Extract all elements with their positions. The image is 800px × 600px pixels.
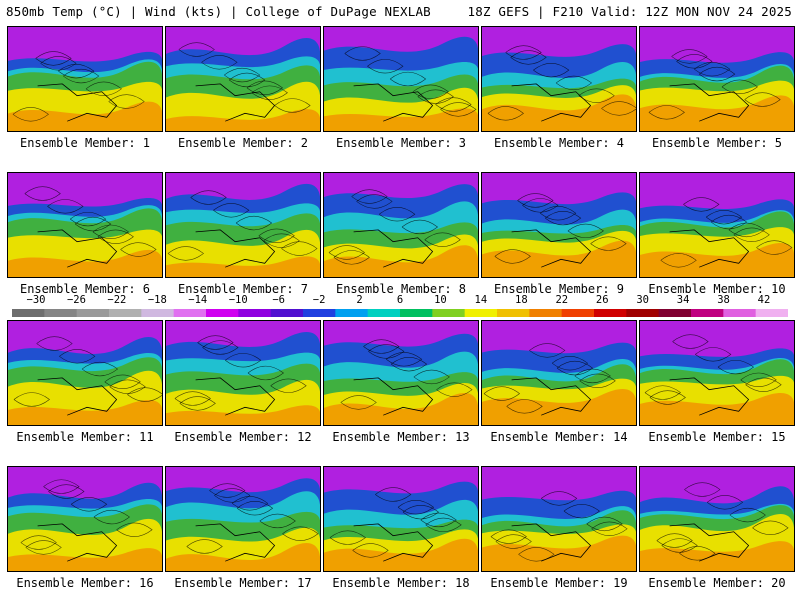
colorbar-swatch — [335, 309, 369, 317]
colorbar-tick-label: −22 — [107, 294, 127, 306]
ensemble-member-map — [7, 26, 163, 132]
colorbar-tick-label: 42 — [757, 294, 771, 306]
colorbar-swatch — [270, 309, 304, 317]
colorbar-swatch — [76, 309, 110, 317]
colorbar-swatch — [723, 309, 757, 317]
ensemble-member-label: Ensemble Member: 19 — [490, 576, 628, 590]
temperature-colorbar: −30 −26 −22 −18 −14 −10 −6 −2 2 6 10 14 18 22 26 30 34 38… — [12, 294, 788, 318]
colorbar-tick-label: −14 — [188, 294, 208, 306]
colorbar-swatch — [755, 309, 788, 317]
colorbar-tick-label: −18 — [147, 294, 167, 306]
colorbar-tick-label: 10 — [434, 294, 447, 306]
colorbar-tick-label: −6 — [272, 294, 285, 306]
ensemble-member-label: Ensemble Member: 14 — [490, 430, 628, 444]
colorbar-tick-label: −26 — [66, 294, 86, 306]
ensemble-member-map — [639, 172, 795, 278]
colorbar-swatch — [206, 309, 239, 317]
colorbar-swatch — [367, 309, 401, 317]
colorbar-swatch — [561, 309, 595, 317]
colorbar-tick-label: 2 — [356, 294, 363, 306]
colorbar-tick-label: 34 — [676, 294, 690, 306]
colorbar-tick-label: 30 — [636, 294, 649, 306]
colorbar-tick-label: 26 — [595, 294, 609, 306]
ensemble-member-label: Ensemble Member: 4 — [493, 136, 625, 150]
colorbar-tick-label: 38 — [717, 294, 730, 306]
colorbar-tick-label: −2 — [312, 294, 326, 306]
colorbar-swatch — [141, 309, 175, 317]
colorbar-swatch — [400, 309, 433, 317]
ensemble-member-map — [481, 320, 637, 426]
ensemble-member-label: Ensemble Member: 3 — [335, 136, 467, 150]
colorbar-swatch — [173, 309, 207, 317]
colorbar-swatch — [238, 309, 272, 317]
colorbar-swatch — [497, 309, 530, 317]
colorbar-swatch — [303, 309, 336, 317]
ensemble-member-map — [323, 320, 479, 426]
ensemble-member-map — [323, 466, 479, 572]
ensemble-member-map — [165, 172, 321, 278]
colorbar-swatch — [12, 309, 45, 317]
ensemble-member-map — [639, 466, 795, 572]
ensemble-member-label: Ensemble Member: 6 — [19, 282, 151, 296]
ensemble-member-map — [639, 26, 795, 132]
ensemble-member-label: Ensemble Member: 17 — [174, 576, 312, 590]
ensemble-member-label: Ensemble Member: 16 — [16, 576, 154, 590]
ensemble-member-label: Ensemble Member: 18 — [332, 576, 470, 590]
ensemble-member-map — [481, 466, 637, 572]
colorbar-swatch — [691, 309, 724, 317]
ensemble-member-map — [323, 172, 479, 278]
ensemble-member-map — [481, 26, 637, 132]
ensemble-member-label: Ensemble Member: 2 — [177, 136, 309, 150]
ensemble-member-map — [639, 320, 795, 426]
colorbar-swatch — [464, 309, 498, 317]
ensemble-member-map — [165, 26, 321, 132]
ensemble-member-map — [165, 320, 321, 426]
colorbar-tick-label: 14 — [474, 294, 488, 306]
colorbar-swatch — [529, 309, 563, 317]
colorbar-tick-label: 6 — [396, 294, 404, 306]
colorbar-swatch — [658, 309, 692, 317]
ensemble-member-map — [323, 26, 479, 132]
ensemble-member-map — [481, 172, 637, 278]
ensemble-member-label: Ensemble Member: 8 — [335, 282, 467, 296]
ensemble-member-label: Ensemble Member: 1 — [19, 136, 151, 150]
colorbar-swatch — [594, 309, 627, 317]
colorbar-swatch — [626, 309, 660, 317]
colorbar-tick-label: 22 — [555, 294, 569, 306]
ensemble-member-map — [7, 172, 163, 278]
map-title: 850mb Temp (°C) | Wind (kts) | College o… — [6, 4, 431, 19]
ensemble-member-map — [7, 466, 163, 572]
ensemble-member-label: Ensemble Member: 10 — [648, 282, 786, 296]
ensemble-member-label: Ensemble Member: 5 — [651, 136, 783, 150]
colorbar-swatch — [432, 309, 466, 317]
ensemble-member-label: Ensemble Member: 12 — [174, 430, 312, 444]
ensemble-member-label: Ensemble Member: 9 — [493, 282, 625, 296]
colorbar-swatch — [44, 309, 78, 317]
ensemble-member-map — [165, 466, 321, 572]
ensemble-member-label: Ensemble Member: 11 — [16, 430, 154, 444]
colorbar-tick-label: 18 — [515, 294, 528, 306]
ensemble-member-label: Ensemble Member: 13 — [332, 430, 470, 444]
valid-time: 18Z GEFS | F210 Valid: 12Z MON NOV 24 20… — [467, 4, 792, 19]
ensemble-member-label: Ensemble Member: 20 — [648, 576, 786, 590]
colorbar-bar — [12, 309, 788, 317]
ensemble-member-map — [7, 320, 163, 426]
ensemble-member-label: Ensemble Member: 15 — [648, 430, 786, 444]
colorbar-tick-labels: −30 −26 −22 −18 −14 −10 −6 −2 2 6 10 14 18 22 26 30 34 38… — [12, 294, 788, 306]
colorbar-tick-label: −10 — [228, 294, 248, 306]
ensemble-member-label: Ensemble Member: 7 — [177, 282, 309, 296]
colorbar-swatch — [109, 309, 142, 317]
colorbar-tick-label: −30 — [26, 294, 46, 306]
